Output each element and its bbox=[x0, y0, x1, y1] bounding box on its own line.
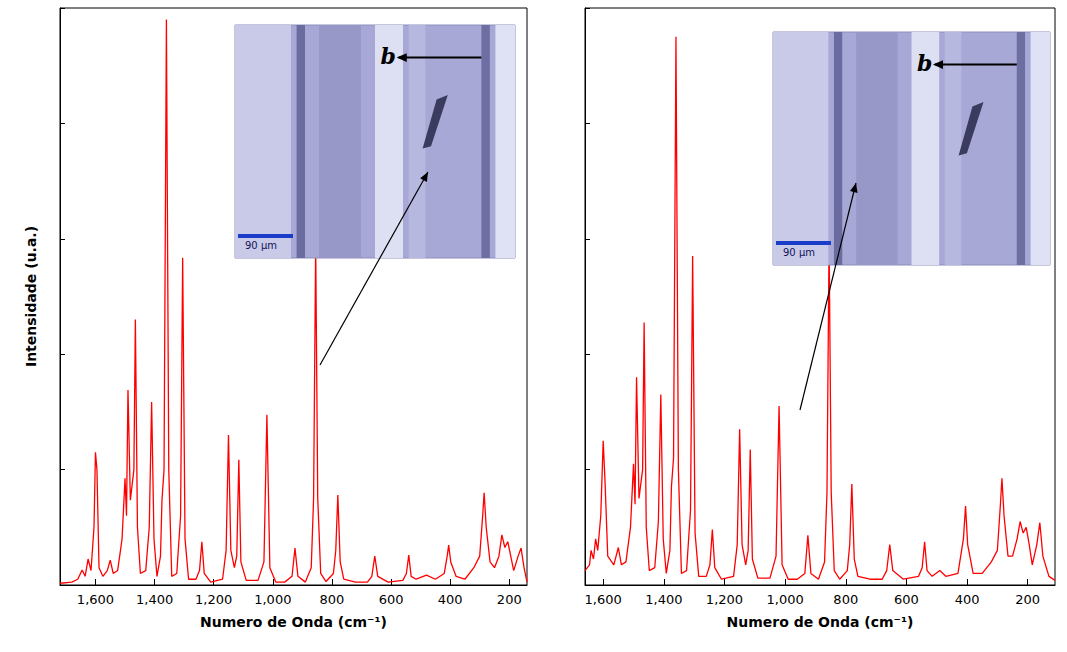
svg-text:b: b bbox=[917, 50, 932, 76]
svg-text:400: 400 bbox=[438, 592, 463, 607]
svg-text:200: 200 bbox=[497, 592, 522, 607]
svg-text:600: 600 bbox=[379, 592, 404, 607]
svg-text:Intensidade (u.a.): Intensidade (u.a.) bbox=[23, 226, 39, 367]
svg-text:1,000: 1,000 bbox=[254, 592, 291, 607]
svg-text:1,400: 1,400 bbox=[136, 592, 173, 607]
svg-text:800: 800 bbox=[833, 592, 858, 607]
svg-text:1,600: 1,600 bbox=[585, 592, 622, 607]
svg-text:1,200: 1,200 bbox=[195, 592, 232, 607]
svg-text:400: 400 bbox=[955, 592, 980, 607]
svg-text:b: b bbox=[381, 43, 396, 69]
svg-text:1,000: 1,000 bbox=[767, 592, 804, 607]
svg-text:600: 600 bbox=[894, 592, 919, 607]
svg-text:800: 800 bbox=[320, 592, 345, 607]
svg-text:1,200: 1,200 bbox=[706, 592, 743, 607]
svg-text:200: 200 bbox=[1015, 592, 1040, 607]
svg-text:90 µm: 90 µm bbox=[783, 247, 815, 258]
svg-text:Numero de Onda (cm⁻¹): Numero de Onda (cm⁻¹) bbox=[200, 614, 387, 630]
svg-text:1,400: 1,400 bbox=[645, 592, 682, 607]
svg-text:90 µm: 90 µm bbox=[245, 240, 277, 251]
svg-text:Numero de Onda (cm⁻¹): Numero de Onda (cm⁻¹) bbox=[727, 614, 914, 630]
svg-text:1,600: 1,600 bbox=[77, 592, 114, 607]
